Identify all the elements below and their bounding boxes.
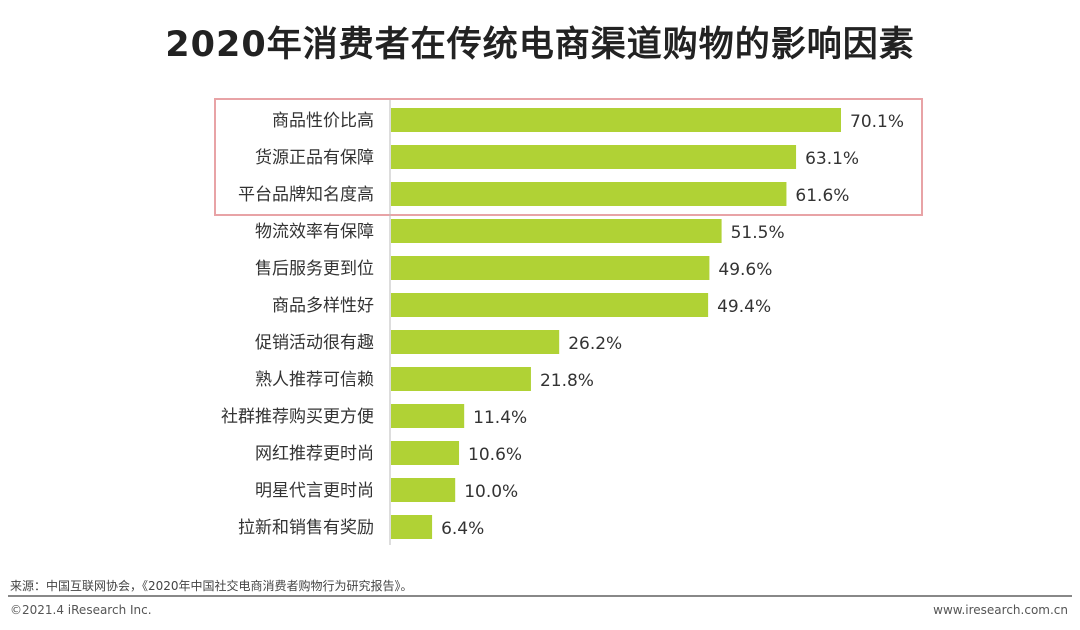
data-label: 6.4% (441, 519, 484, 539)
data-label: 63.1% (805, 149, 859, 169)
category-label: 物流效率有保障 (255, 222, 374, 242)
bar (391, 293, 709, 317)
category-label: 明星代言更时尚 (255, 481, 374, 501)
bar (391, 256, 710, 280)
bar (391, 515, 433, 539)
category-label: 商品性价比高 (272, 111, 374, 131)
footer-divider (8, 595, 1072, 597)
category-label: 平台品牌知名度高 (238, 185, 374, 205)
data-label: 70.1% (850, 112, 904, 132)
data-label: 10.0% (464, 482, 518, 502)
data-label: 49.4% (717, 297, 771, 317)
category-label: 拉新和销售有奖励 (238, 518, 374, 538)
chart-title: 2020年消费者在传统电商渠道购物的影响因素 (165, 25, 915, 65)
data-label: 26.2% (568, 334, 622, 354)
data-label: 11.4% (473, 408, 527, 428)
category-label: 售后服务更到位 (255, 259, 374, 279)
data-label: 51.5% (731, 223, 785, 243)
bar (391, 367, 531, 391)
bar (391, 441, 460, 465)
data-label: 21.8% (540, 371, 594, 391)
bar (391, 145, 797, 169)
category-label: 熟人推荐可信赖 (255, 369, 374, 390)
bar (391, 404, 465, 428)
copyright: ©2021.4 iResearch Inc. (10, 603, 152, 617)
bar (391, 330, 560, 354)
bar (391, 108, 841, 132)
category-label: 促销活动很有趣 (255, 333, 374, 353)
category-label: 社群推荐购买更方便 (221, 407, 374, 427)
data-label: 49.6% (718, 260, 772, 280)
data-label: 10.6% (468, 445, 522, 465)
bar (391, 478, 456, 502)
website: www.iresearch.com.cn (933, 603, 1068, 617)
source-note: 来源：中国互联网协会，《2020年中国社交电商消费者购物行为研究报告》。 (10, 579, 413, 593)
category-label: 货源正品有保障 (255, 148, 374, 168)
category-label: 商品多样性好 (272, 296, 374, 316)
category-label: 网红推荐更时尚 (255, 444, 374, 464)
bar (391, 219, 722, 243)
bar (391, 182, 787, 206)
data-label: 61.6% (795, 186, 849, 206)
highlight-box (214, 98, 923, 216)
